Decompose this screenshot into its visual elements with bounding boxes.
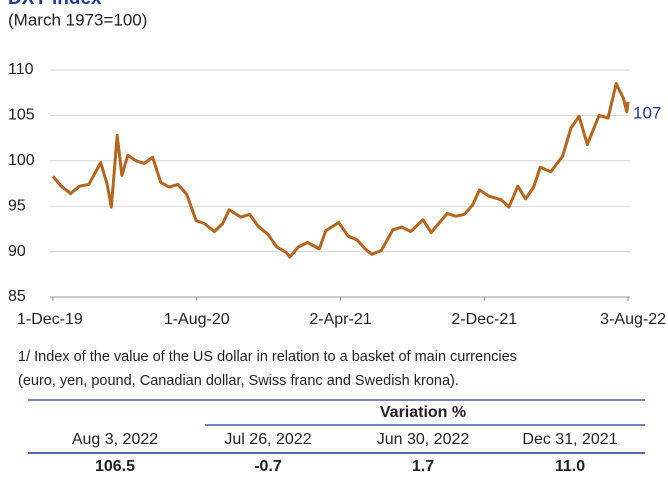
y-tick-label: 85 <box>8 288 26 305</box>
footnote: (euro, yen, pound, Canadian dollar, Swis… <box>18 373 459 389</box>
table-header: Aug 3, 2022 <box>72 431 158 448</box>
x-tick-label: 3-Aug-22 <box>600 311 666 328</box>
table-cell: 106.5 <box>95 458 135 475</box>
table-header: Jun 30, 2022 <box>377 431 470 448</box>
table-cell: 11.0 <box>555 458 585 475</box>
y-tick-label: 100 <box>8 152 35 169</box>
y-tick-label: 105 <box>8 107 35 124</box>
table-cell: 1.7 <box>412 458 434 475</box>
x-tick-label: 2-Apr-21 <box>309 311 371 328</box>
line-series <box>51 82 630 259</box>
chart-subtitle: (March 1973=100) <box>8 10 147 29</box>
table-header: Jul 26, 2022 <box>224 431 311 448</box>
group-header: Variation % <box>380 404 466 421</box>
chart-title: DXY index <box>8 0 102 9</box>
table-cell: -0.7 <box>254 458 282 475</box>
y-tick-label: 95 <box>8 197 26 214</box>
x-tick-label: 2-Dec-21 <box>451 311 517 328</box>
end-label: 107 <box>633 103 661 122</box>
x-tick-label: 1-Dec-19 <box>17 311 83 328</box>
footnote: 1/ Index of the value of the US dollar i… <box>18 349 517 365</box>
table-header: Dec 31, 2021 <box>522 431 617 448</box>
y-tick-label: 110 <box>8 61 34 78</box>
y-tick-label: 90 <box>8 243 26 260</box>
x-tick-label: 1-Aug-20 <box>164 311 230 328</box>
